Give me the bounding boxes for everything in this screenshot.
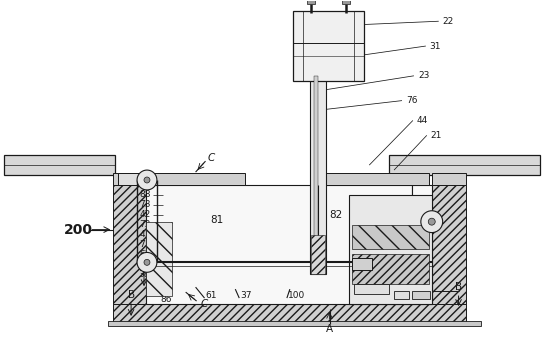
Text: 21: 21 <box>431 131 442 140</box>
Bar <box>389 155 540 175</box>
Text: 23: 23 <box>418 71 429 80</box>
Text: 76: 76 <box>406 96 417 105</box>
Circle shape <box>144 259 150 265</box>
Text: 72: 72 <box>140 220 151 229</box>
Text: 82: 82 <box>330 210 343 220</box>
Text: 71: 71 <box>139 240 151 249</box>
Bar <box>432 173 467 185</box>
Text: 38: 38 <box>138 270 150 279</box>
Bar <box>146 185 412 304</box>
Text: C: C <box>207 153 215 163</box>
Text: A: A <box>326 324 333 334</box>
Bar <box>343 0 350 4</box>
Text: 37: 37 <box>240 290 252 300</box>
Circle shape <box>137 252 157 272</box>
Text: 41: 41 <box>140 230 151 239</box>
Bar <box>310 76 325 274</box>
Bar <box>113 185 146 304</box>
Text: 61: 61 <box>206 290 217 300</box>
Bar <box>113 173 146 185</box>
Bar <box>412 185 432 304</box>
Text: B: B <box>455 282 462 292</box>
Bar <box>4 155 115 175</box>
Bar <box>432 185 467 304</box>
Text: 200: 200 <box>64 223 92 237</box>
Bar <box>310 173 429 185</box>
Text: 73: 73 <box>139 200 151 209</box>
Circle shape <box>137 170 157 190</box>
Text: 44: 44 <box>417 116 428 125</box>
Bar <box>349 195 432 304</box>
Bar <box>108 321 481 326</box>
Bar <box>307 0 314 4</box>
Bar <box>354 284 389 294</box>
Bar <box>113 304 467 322</box>
Text: 31: 31 <box>430 42 441 51</box>
Bar <box>353 255 429 284</box>
Bar <box>314 76 318 274</box>
Circle shape <box>144 177 150 183</box>
Bar <box>146 173 245 185</box>
Text: 88: 88 <box>139 190 151 199</box>
Text: 22: 22 <box>443 17 454 26</box>
Bar <box>118 173 140 185</box>
Bar <box>353 225 429 250</box>
Text: 86: 86 <box>161 295 172 304</box>
Bar <box>311 234 325 274</box>
Bar <box>412 291 430 299</box>
Text: B: B <box>127 290 135 300</box>
Text: 42: 42 <box>140 210 151 219</box>
Bar <box>353 258 372 270</box>
Circle shape <box>428 218 435 225</box>
Bar <box>394 291 409 299</box>
Text: 100: 100 <box>288 290 305 300</box>
Text: C: C <box>201 299 208 309</box>
Bar <box>146 222 172 296</box>
Text: 81: 81 <box>211 215 224 225</box>
Text: 62: 62 <box>140 250 151 259</box>
Bar <box>293 11 364 81</box>
Circle shape <box>421 211 443 233</box>
